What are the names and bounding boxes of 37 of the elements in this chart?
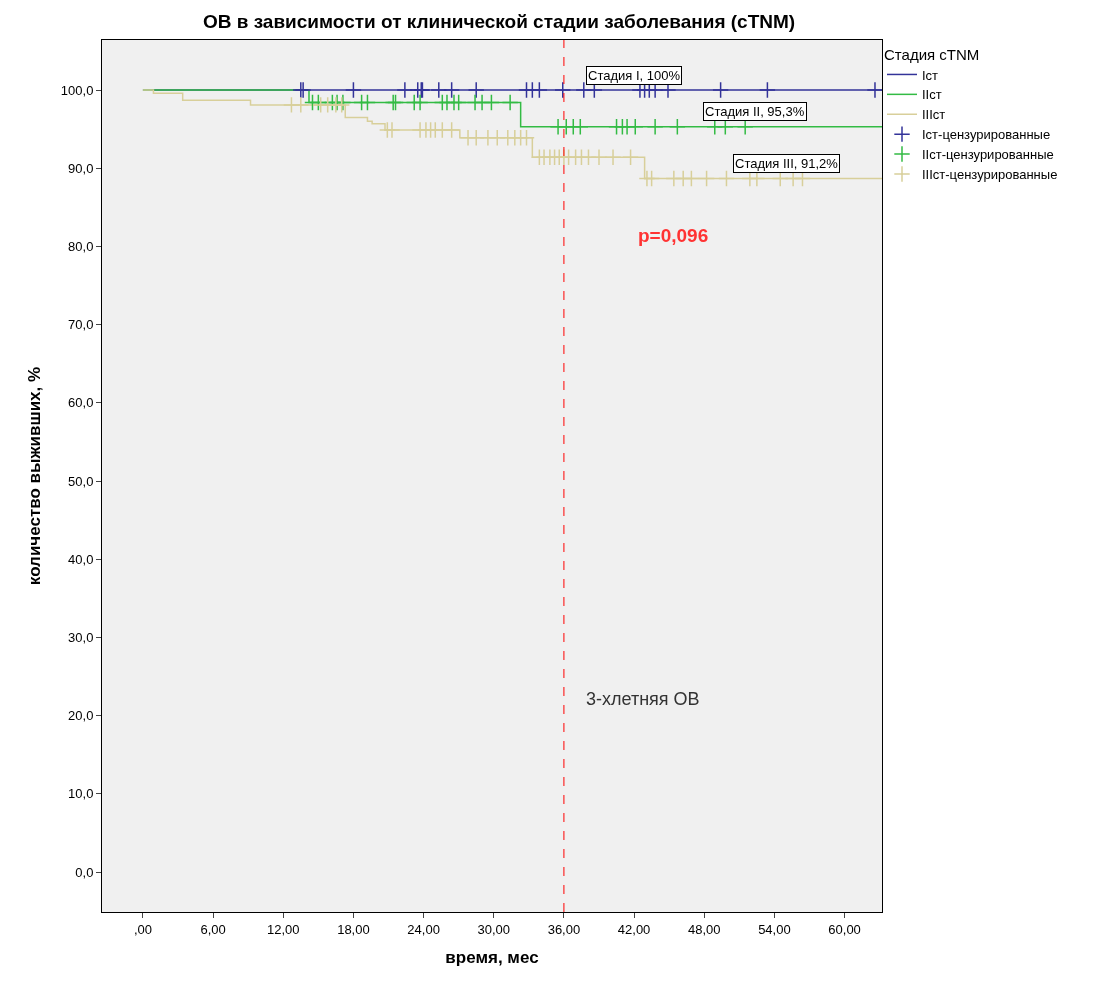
y-tick-label: 0,0	[75, 864, 94, 880]
annotation: p=0,096	[638, 225, 709, 246]
y-tick-label: 80,0	[68, 239, 94, 255]
legend-label: IIIст	[922, 107, 946, 123]
legend-title: Стадия cTNM	[884, 45, 980, 63]
y-tick-label: 100,0	[60, 82, 94, 98]
x-tick-label: 24,00	[407, 921, 440, 937]
y-tick-label: 60,0	[68, 395, 94, 411]
y-axis-title: количество выживших, %	[25, 366, 45, 586]
annotation: Стадия I, 100%	[588, 68, 681, 83]
chart-title: ОВ в зависимости от клинической стадии заболевания (cTNM)	[202, 11, 796, 33]
x-tick-label: 6,00	[200, 921, 226, 937]
x-tick-label: 42,00	[617, 921, 651, 937]
ref-line-label: 3-хлетняя ОВ	[586, 689, 700, 709]
annotation: Стадия II, 95,3%	[705, 104, 805, 119]
x-tick-label: 36,00	[547, 921, 581, 937]
legend-label: IIст-цензурированные	[922, 147, 1054, 163]
annotation: Стадия III, 91,2%	[735, 156, 839, 171]
x-axis-title: время, мес	[445, 948, 539, 967]
legend-label: IIIст-цензурированные	[922, 167, 1058, 183]
x-tick-label: 12,00	[266, 921, 300, 937]
y-tick-label: 40,0	[68, 551, 94, 567]
y-tick-label: 30,0	[68, 630, 94, 646]
x-tick-label: 54,00	[758, 921, 791, 937]
x-tick-label: 60,00	[828, 921, 861, 937]
x-tick-label: 48,00	[687, 921, 721, 937]
y-tick-label: 50,0	[68, 473, 94, 489]
legend-label: Iст	[922, 67, 939, 83]
legend-label: IIст	[922, 87, 942, 103]
x-tick-label: 18,00	[337, 921, 370, 937]
y-tick-label: 10,0	[68, 786, 94, 802]
y-tick-label: 90,0	[68, 160, 94, 176]
x-tick-label: 30,00	[477, 921, 511, 937]
x-tick-label: ,00	[133, 921, 152, 937]
legend-label: Iст-цензурированные	[922, 127, 1051, 143]
y-tick-label: 20,0	[68, 708, 94, 724]
y-tick-label: 70,0	[68, 317, 94, 333]
